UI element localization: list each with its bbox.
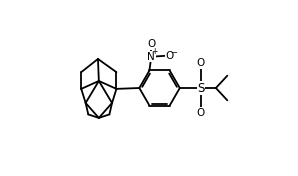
Text: +: + bbox=[151, 47, 158, 56]
Text: S: S bbox=[197, 81, 205, 95]
Text: −: − bbox=[170, 49, 177, 58]
Text: O: O bbox=[197, 58, 205, 68]
Text: N: N bbox=[147, 52, 155, 62]
Text: O: O bbox=[166, 51, 174, 61]
Text: O: O bbox=[197, 108, 205, 118]
Text: O: O bbox=[147, 39, 155, 49]
